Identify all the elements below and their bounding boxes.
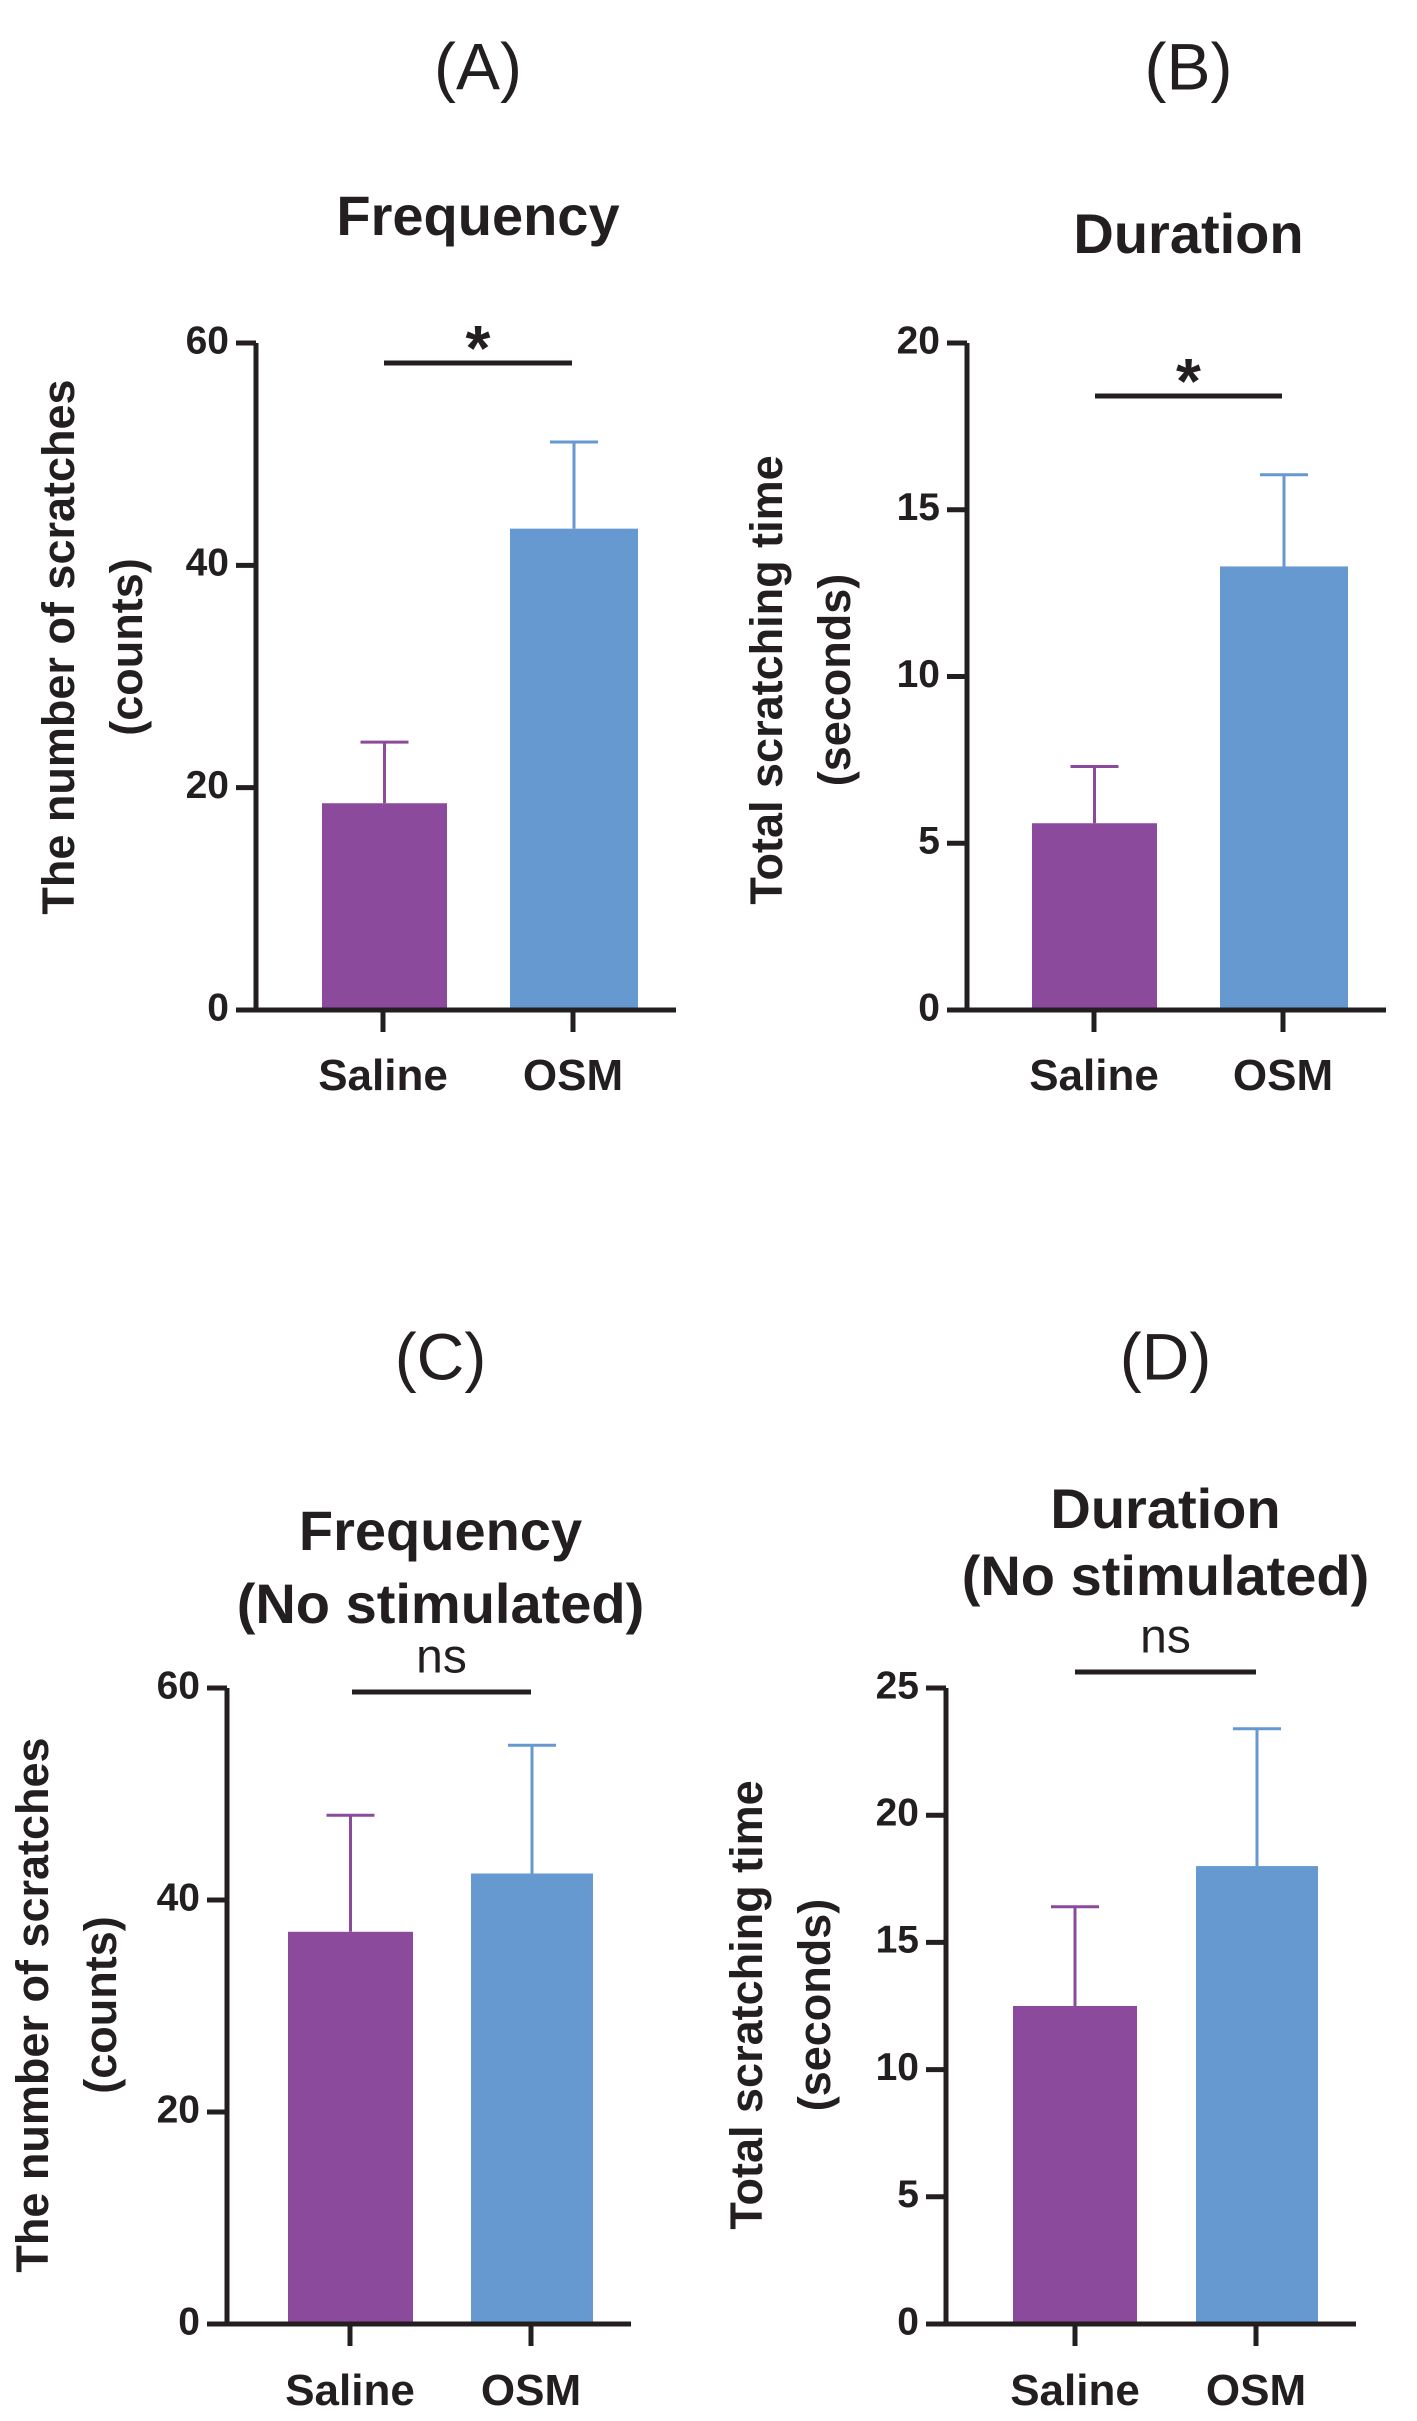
chart4-panel-label: (D) [1120, 1319, 1212, 1393]
chart4-bar-osm [1196, 1866, 1318, 2324]
chart3-bar-saline [288, 1931, 413, 2324]
chart4-bar-saline [1013, 2006, 1137, 2324]
chart2-category-label-saline: Saline [1029, 1051, 1159, 1100]
chart4-title-line-2: (No stimulated) [962, 1544, 1370, 1607]
chart1-category-label-saline: Saline [318, 1051, 448, 1100]
chart3-significance-label: ns [416, 1631, 467, 1684]
chart2-ytick-label-10: 10 [897, 653, 940, 696]
chart3-title-line-1: Frequency [299, 1499, 582, 1562]
chart4-ytick-label-25: 25 [876, 1664, 919, 1707]
chart1-ytick-label-40: 40 [186, 542, 229, 585]
chart2-panel-label: (B) [1145, 29, 1233, 103]
chart3-ytick-label-60: 60 [157, 1664, 200, 1707]
chart1-ytick-label-20: 20 [186, 764, 229, 807]
chart3-ytick-label-0: 0 [178, 2300, 200, 2343]
chart2-ylabel-line-2: (seconds) [809, 574, 860, 787]
chart4-ytick-label-0: 0 [897, 2300, 919, 2343]
chart1-bar-saline [322, 803, 447, 1010]
chart1-title-line-1: Frequency [336, 184, 619, 247]
chart4-ytick-label-10: 10 [876, 2046, 919, 2089]
chart3-panel-label: (C) [395, 1319, 487, 1393]
chart2-title-line-1: Duration [1073, 202, 1303, 265]
chart2-bar-osm [1220, 566, 1348, 1010]
chart1-ytick-label-60: 60 [186, 319, 229, 362]
chart1-ylabel-line-2: (counts) [101, 558, 152, 735]
chart2-ytick-label-0: 0 [918, 986, 940, 1029]
chart1-ylabel-line-1: The number of scratches [33, 379, 84, 914]
chart2-ytick-label-5: 5 [918, 820, 940, 863]
chart1-bar-osm [510, 528, 638, 1010]
chart2-category-label-osm: OSM [1233, 1051, 1333, 1100]
chart4-ytick-label-5: 5 [897, 2173, 919, 2216]
chart3-bar-osm [471, 1873, 593, 2324]
chart2-ytick-label-20: 20 [897, 319, 940, 362]
chart2-ylabel-line-1: Total scratching time [741, 455, 792, 904]
chart2-ytick-label-15: 15 [897, 486, 940, 529]
chart4-ylabel-line-2: (seconds) [789, 1899, 840, 2112]
chart3-category-label-saline: Saline [285, 2366, 415, 2415]
chart1-category-label-osm: OSM [523, 1051, 623, 1100]
chart2-bar-saline [1032, 823, 1157, 1010]
chart4-significance-label: ns [1140, 1611, 1191, 1664]
chart1-significance-label: * [466, 312, 491, 384]
chart4-category-label-osm: OSM [1206, 2366, 1306, 2415]
chart4-category-label-saline: Saline [1010, 2366, 1140, 2415]
chart2-significance-label: * [1176, 345, 1201, 417]
chart3-ytick-label-20: 20 [157, 2088, 200, 2131]
chart3-ytick-label-40: 40 [157, 1876, 200, 1919]
chart3-ylabel-line-1: The number of scratches [7, 1737, 58, 2272]
chart4-ytick-label-20: 20 [876, 1791, 919, 1834]
chart1-panel-label: (A) [434, 29, 522, 103]
chart3-ylabel-line-2: (counts) [75, 1916, 126, 2093]
chart1-ytick-label-0: 0 [207, 986, 229, 1029]
chart3-title-line-2: (No stimulated) [237, 1572, 645, 1635]
chart3-category-label-osm: OSM [481, 2366, 581, 2415]
chart4-ylabel-line-1: Total scratching time [721, 1780, 772, 2229]
chart4-title-line-1: Duration [1050, 1477, 1280, 1540]
chart4-ytick-label-15: 15 [876, 1919, 919, 1962]
